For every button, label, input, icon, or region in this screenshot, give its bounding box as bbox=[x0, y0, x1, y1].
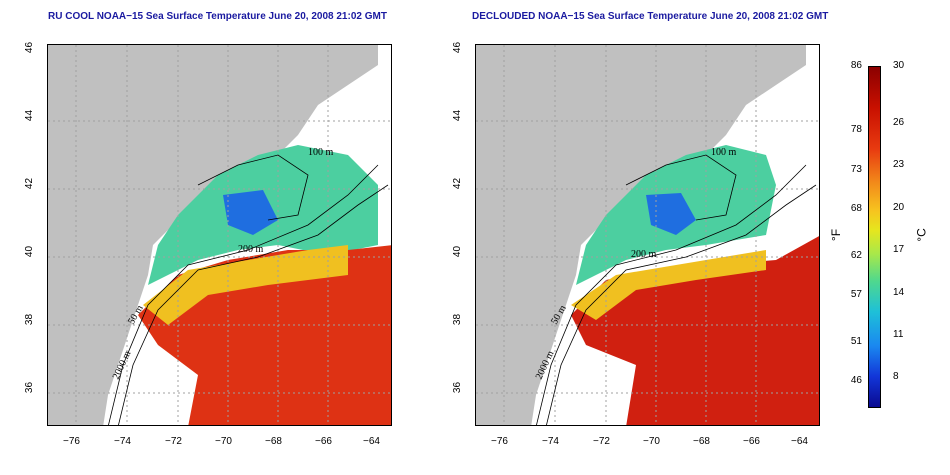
f-tick: 57 bbox=[850, 289, 862, 300]
c-tick: 14 bbox=[893, 287, 905, 298]
lon-tick: −74 bbox=[542, 436, 559, 447]
lon-tick: −64 bbox=[791, 436, 808, 447]
lon-tick: −66 bbox=[743, 436, 760, 447]
lon-tick: −76 bbox=[491, 436, 508, 447]
lat-tick: 38 bbox=[24, 313, 36, 326]
lon-tick: −72 bbox=[165, 436, 182, 447]
temperature-colorbar bbox=[868, 66, 881, 408]
f-tick: 73 bbox=[850, 164, 862, 175]
c-tick: 17 bbox=[893, 244, 905, 255]
fahrenheit-unit-label: °F bbox=[829, 228, 844, 242]
cold-pocket bbox=[223, 190, 278, 235]
right-map-title: DECLOUDED NOAA−15 Sea Surface Temperatur… bbox=[472, 11, 829, 22]
yellow-band bbox=[143, 245, 348, 325]
contour-100m: 100 m bbox=[308, 147, 334, 158]
f-tick: 51 bbox=[850, 336, 862, 347]
right-sst-map: 200 m 100 m 50 m 2000 m bbox=[475, 44, 820, 426]
celsius-unit-label: °C bbox=[914, 228, 929, 242]
yellow-band bbox=[571, 250, 766, 320]
lat-tick: 44 bbox=[452, 109, 464, 122]
lon-tick: −68 bbox=[265, 436, 282, 447]
f-tick: 46 bbox=[850, 375, 862, 386]
lon-tick: −68 bbox=[693, 436, 710, 447]
c-tick: 26 bbox=[893, 117, 905, 128]
lon-tick: −76 bbox=[63, 436, 80, 447]
lat-tick: 40 bbox=[24, 245, 36, 258]
c-tick: 8 bbox=[893, 371, 899, 382]
left-map-title: RU COOL NOAA−15 Sea Surface Temperature … bbox=[48, 11, 387, 22]
lon-tick: −64 bbox=[363, 436, 380, 447]
lat-tick: 40 bbox=[452, 245, 464, 258]
contour-200m: 200 m bbox=[238, 244, 264, 255]
f-tick: 62 bbox=[850, 250, 862, 261]
lon-tick: −72 bbox=[593, 436, 610, 447]
contour-100m: 100 m bbox=[711, 147, 737, 158]
left-sst-map: 200 m 100 m 50 m 2000 m bbox=[47, 44, 392, 426]
land-mass bbox=[48, 45, 378, 425]
land-mass bbox=[476, 45, 806, 425]
lon-tick: −70 bbox=[643, 436, 660, 447]
lat-tick: 46 bbox=[24, 41, 36, 54]
lat-tick: 36 bbox=[452, 381, 464, 394]
lon-tick: −74 bbox=[114, 436, 131, 447]
c-tick: 30 bbox=[893, 60, 905, 71]
lat-tick: 42 bbox=[452, 177, 464, 190]
f-tick: 78 bbox=[850, 124, 862, 135]
contour-200m: 200 m bbox=[631, 249, 657, 260]
lat-tick: 42 bbox=[24, 177, 36, 190]
lat-tick: 38 bbox=[452, 313, 464, 326]
lat-tick: 36 bbox=[24, 381, 36, 394]
f-tick: 86 bbox=[850, 60, 862, 71]
c-tick: 20 bbox=[893, 202, 905, 213]
lat-tick: 46 bbox=[452, 41, 464, 54]
c-tick: 11 bbox=[893, 329, 904, 340]
f-tick: 68 bbox=[850, 203, 862, 214]
lon-tick: −66 bbox=[315, 436, 332, 447]
lat-tick: 44 bbox=[24, 109, 36, 122]
lon-tick: −70 bbox=[215, 436, 232, 447]
c-tick: 23 bbox=[893, 159, 905, 170]
cold-pocket bbox=[646, 193, 696, 235]
